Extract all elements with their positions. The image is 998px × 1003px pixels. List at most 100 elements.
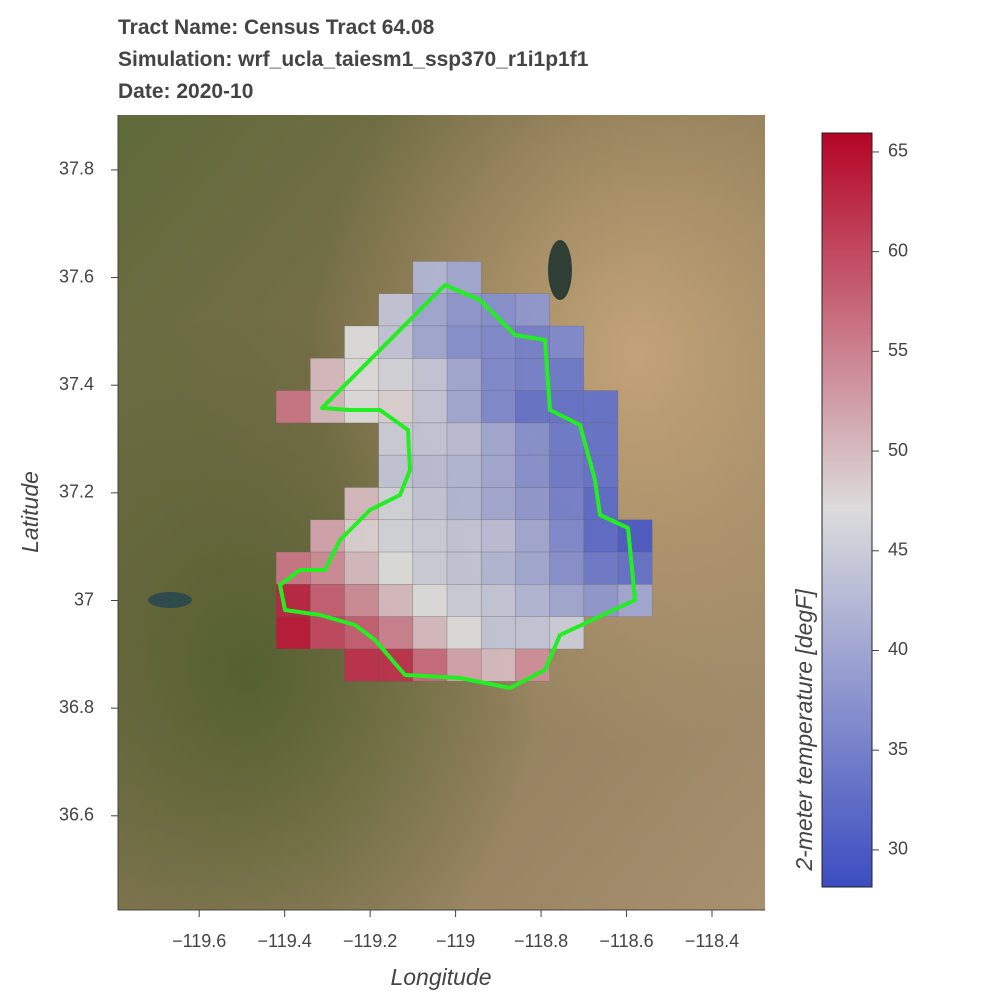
temperature-cell: [378, 519, 414, 553]
temperature-cell: [480, 551, 516, 585]
temperature-cell: [515, 422, 550, 456]
temperature-cell: [412, 616, 448, 650]
x-tick-label: −118.8: [514, 931, 568, 951]
temperature-cell: [412, 584, 448, 617]
temperature-cell: [583, 519, 619, 553]
temperature-cell: [344, 551, 379, 585]
temperature-cell: [275, 616, 311, 650]
temperature-cell: [480, 648, 516, 682]
temperature-cell: [378, 390, 414, 424]
colorbar-tick-label: 60: [888, 240, 908, 260]
temperature-cell: [412, 487, 448, 521]
x-axis-label: Longitude: [390, 964, 491, 990]
temperature-cell: [344, 390, 379, 424]
title-line: Tract Name: Census Tract 64.08: [118, 16, 435, 39]
temperature-cell: [446, 584, 482, 617]
temperature-cell: [344, 325, 379, 359]
temperature-cell: [617, 551, 653, 585]
temperature-cell: [378, 357, 414, 391]
y-tick-label: 37.4: [59, 374, 94, 394]
temperature-cell: [344, 648, 379, 682]
colorbar: [821, 132, 873, 888]
temperature-cell: [446, 616, 482, 650]
colorbar-tick-label: 30: [888, 839, 908, 859]
temperature-cell: [344, 357, 379, 391]
temperature-cell: [515, 293, 550, 327]
temperature-cell: [344, 487, 379, 521]
temperature-cell: [549, 519, 585, 553]
temperature-cell: [480, 616, 516, 650]
temperature-cell: [583, 551, 619, 585]
temperature-cell: [446, 519, 482, 553]
temperature-cell: [412, 454, 448, 488]
temperature-cell: [310, 584, 345, 617]
x-tick-label: −119.2: [343, 931, 397, 951]
temperature-cell: [583, 422, 619, 456]
temperature-cell: [515, 584, 550, 617]
temperature-cell: [583, 390, 619, 424]
temperature-cell: [480, 487, 516, 521]
temperature-cell: [446, 390, 482, 424]
temperature-cell: [480, 519, 516, 553]
temperature-cell: [480, 422, 516, 456]
temperature-cell: [446, 487, 482, 521]
y-tick-label: 37.2: [59, 482, 94, 502]
temperature-cell: [378, 551, 414, 585]
x-tick-label: −119: [436, 931, 475, 951]
temperature-cell: [412, 325, 448, 359]
temperature-cell: [378, 616, 414, 650]
temperature-cell: [549, 325, 585, 359]
temperature-cell: [515, 390, 550, 424]
temperature-cell: [412, 422, 448, 456]
temperature-cell: [515, 357, 550, 391]
y-tick-label: 37.6: [59, 266, 94, 286]
temperature-cell: [515, 616, 550, 650]
temperature-cell: [446, 325, 482, 359]
temperature-cell: [446, 422, 482, 456]
temperature-cell: [549, 422, 585, 456]
temperature-cell: [515, 454, 550, 488]
temperature-cell: [549, 357, 585, 391]
temperature-cell: [515, 519, 550, 553]
temperature-cell: [310, 357, 345, 391]
y-tick-label: 37: [74, 589, 94, 609]
temperature-cell: [549, 584, 585, 617]
temperature-cell: [515, 487, 550, 521]
heatmap-cells: [275, 261, 653, 682]
colorbar-tick-label: 40: [888, 639, 908, 659]
temperature-cell: [412, 390, 448, 424]
title-line: Date: 2020-10: [118, 80, 253, 103]
temperature-cell: [446, 454, 482, 488]
temperature-cell: [515, 551, 550, 585]
colorbar-tick-label: 35: [888, 739, 908, 759]
temperature-cell: [378, 584, 414, 617]
temperature-cell: [549, 551, 585, 585]
y-tick-label: 36.6: [59, 805, 94, 825]
temperature-cell: [446, 551, 482, 585]
tract-boundary: [278, 283, 637, 690]
temperature-cell: [344, 584, 379, 617]
temperature-cell: [344, 519, 379, 553]
temperature-cell: [378, 325, 414, 359]
temperature-cell: [480, 454, 516, 488]
y-axis-label: Latitude: [17, 471, 43, 553]
temperature-cell: [310, 519, 345, 553]
temperature-cell: [275, 390, 311, 424]
y-tick-label: 36.8: [59, 697, 94, 717]
temperature-cell: [480, 584, 516, 617]
temperature-cell: [412, 519, 448, 553]
colorbar-tick-label: 45: [888, 540, 908, 560]
colorbar-tick-label: 65: [888, 141, 908, 161]
temperature-cell: [412, 551, 448, 585]
colorbar-label: 2-meter temperature [degF]: [791, 589, 817, 872]
colorbar-tick-label: 50: [888, 440, 908, 460]
temperature-cell: [549, 454, 585, 488]
temperature-cell: [480, 390, 516, 424]
temperature-cell: [480, 357, 516, 391]
x-tick-label: −119.4: [258, 931, 312, 951]
x-tick-label: −119.6: [172, 931, 226, 951]
temperature-cell: [446, 357, 482, 391]
y-tick-label: 37.8: [59, 159, 94, 179]
temperature-cell: [549, 487, 585, 521]
